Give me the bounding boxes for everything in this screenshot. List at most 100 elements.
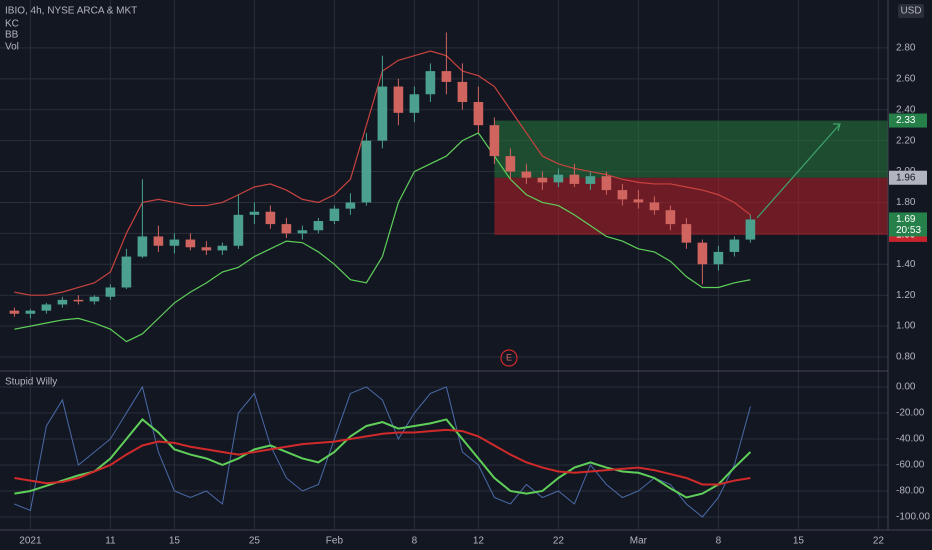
candle-body <box>217 245 228 251</box>
candle-body <box>393 86 404 113</box>
indicator-label: Vol <box>5 42 19 53</box>
candle-body <box>601 176 612 191</box>
y-tick-label: 0.00 <box>896 382 916 393</box>
candle-body <box>137 236 148 257</box>
candle-body <box>713 251 724 265</box>
y-tick-label: 2.80 <box>896 43 916 54</box>
candle-body <box>681 224 692 243</box>
entry-label-bg <box>889 170 927 185</box>
y-tick-label: 1.00 <box>896 321 916 332</box>
candle-body <box>153 236 164 246</box>
candle-body <box>265 211 276 225</box>
currency-badge <box>898 4 924 18</box>
y-tick-label: -80.00 <box>896 486 925 497</box>
x-tick-label: 22 <box>553 536 565 547</box>
chart-title: IBIO, 4h, NYSE ARCA & MKT <box>5 6 137 17</box>
x-tick-label: 15 <box>793 536 805 547</box>
y-tick-label: -40.00 <box>896 434 925 445</box>
candle-body <box>377 86 388 141</box>
candle-body <box>633 199 644 203</box>
x-tick-label: 15 <box>169 536 181 547</box>
candle-body <box>585 176 596 184</box>
y-tick-label: 2.40 <box>896 104 916 115</box>
candle-body <box>9 310 20 314</box>
last-price-label: 1.69 <box>896 214 916 225</box>
candle-body <box>233 214 244 246</box>
candle-body <box>249 211 260 215</box>
candle-body <box>313 221 324 231</box>
target-label-bg <box>889 113 927 128</box>
candle-body <box>121 256 132 288</box>
candle-body <box>41 304 52 311</box>
candle-body <box>25 310 36 314</box>
entry-label: 1.96 <box>896 172 916 183</box>
oscillator-title: Stupid Willy <box>5 377 57 388</box>
band-line <box>14 132 751 343</box>
position-tool <box>494 120 888 235</box>
candle-body <box>617 190 628 200</box>
countdown: 20:53 <box>896 225 921 236</box>
candle-body <box>409 94 420 113</box>
candle-body <box>553 174 564 183</box>
candle-body <box>697 242 708 265</box>
x-tick-label: Feb <box>326 536 344 547</box>
axes: 2021 11 15 25 Feb 8 12 22 Mar 8 15 22 0.80 1.00 1.20 1.… <box>19 43 930 547</box>
earnings-label: E <box>506 352 512 362</box>
candle-body <box>329 208 340 222</box>
y-tick-label: -60.00 <box>896 460 925 471</box>
candle-body <box>441 71 452 82</box>
candle-body <box>425 71 436 95</box>
target-zone <box>494 120 888 178</box>
oscillator-line <box>14 428 751 486</box>
oscillator-line <box>14 418 752 499</box>
candle-body <box>73 299 84 302</box>
indicator-label: BB <box>5 30 19 41</box>
candle-body <box>489 125 500 157</box>
indicator-label: KC <box>5 19 19 30</box>
candle-body <box>57 299 68 305</box>
candle-body <box>745 219 756 240</box>
candle-body <box>457 81 468 103</box>
candle-body <box>185 239 196 248</box>
y-tick-label: 0.80 <box>896 352 916 363</box>
x-tick-label: 2021 <box>19 536 42 547</box>
currency: USD <box>900 6 921 17</box>
projection-arrow <box>756 123 841 219</box>
x-tick-label: 22 <box>873 536 885 547</box>
x-tick-label: Mar <box>630 536 648 547</box>
y-tick-label: 2.60 <box>896 73 916 84</box>
arrow-head <box>833 123 841 132</box>
y-tick-label: 2.20 <box>896 135 916 146</box>
candle-body <box>473 102 484 126</box>
earnings-marker[interactable] <box>500 349 518 367</box>
candle-body <box>169 239 180 246</box>
x-tick-label: 12 <box>473 536 485 547</box>
candle-body <box>105 287 116 297</box>
x-tick-label: 8 <box>412 536 418 547</box>
y-tick-label: 1.40 <box>896 259 916 270</box>
candle-body <box>729 239 740 252</box>
candle-body <box>297 230 308 234</box>
candle-body <box>521 171 532 178</box>
x-tick-label: 11 <box>105 536 116 547</box>
y-tick-label: -100.00 <box>896 512 930 523</box>
candle-body <box>665 210 676 225</box>
y-tick-label: 1.80 <box>896 197 916 208</box>
stop-zone <box>494 177 888 235</box>
candle-body <box>281 224 292 234</box>
oscillator-line <box>14 385 751 518</box>
candle-body <box>201 247 212 251</box>
plot <box>9 32 756 518</box>
y-tick-label: -20.00 <box>896 408 925 419</box>
candle-body <box>537 177 548 183</box>
x-tick-label: 8 <box>716 536 722 547</box>
candle-body <box>361 140 372 203</box>
candle-body <box>649 202 660 211</box>
last-price-label-bg <box>889 212 927 237</box>
target-label: 2.33 <box>896 115 916 126</box>
x-tick-label: 25 <box>249 536 261 547</box>
candle-body <box>569 174 580 184</box>
candle-body <box>89 296 100 302</box>
candle-body <box>345 202 356 209</box>
